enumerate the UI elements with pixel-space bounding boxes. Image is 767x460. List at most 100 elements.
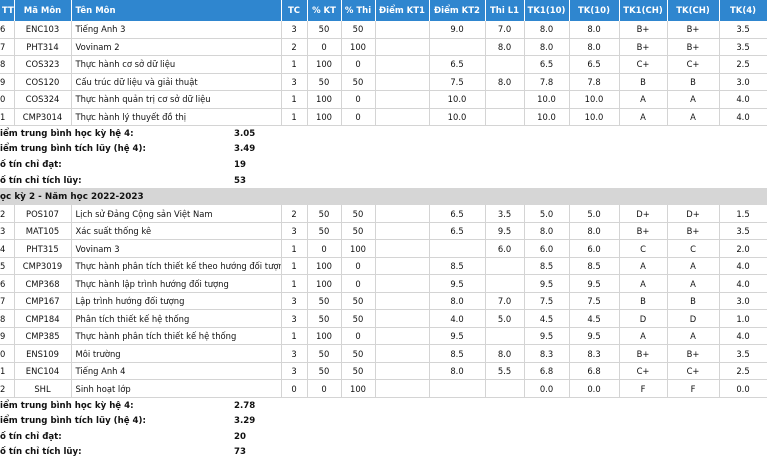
table-row[interactable]: 7 PHT314 Vovinam 2 2 0 100 8.0 8.0 8.0 B+ B+ 3.5 [0, 38, 767, 56]
col-kt2[interactable]: Điểm KT2 [429, 0, 486, 21]
cell-tc: 3 [281, 309, 308, 328]
cell-l1 [485, 257, 525, 276]
cell-thi: 0 [341, 90, 376, 109]
cell-tk10a: 5.0 [524, 205, 570, 223]
cell-tk1ch: A [619, 90, 668, 109]
cell-stt: 7 [0, 38, 15, 56]
cell-stt: 6 [0, 274, 15, 293]
table-row[interactable]: 8 CMP184 Phân tích thiết kế hệ thống 3 50 50 4… [0, 309, 767, 328]
cell-tk10b: 8.0 [569, 21, 620, 39]
col-thi[interactable]: % Thi [341, 0, 376, 21]
col-tk10a[interactable]: TK1(10) [524, 0, 570, 21]
cell-kt1 [375, 362, 430, 381]
table-row[interactable]: 2 SHL Sinh hoạt lớp 0 0 100 0.0 0.0 F F 0.0 [0, 379, 767, 398]
col-code[interactable]: Mã Môn [14, 0, 72, 21]
semester-title: ọc kỳ 2 - Năm học 2022-2023 [0, 188, 767, 206]
cell-tc: 3 [281, 222, 308, 241]
cell-tk10b: 6.0 [569, 239, 620, 258]
cell-l1: 7.0 [485, 292, 525, 311]
cell-l1: 8.0 [485, 38, 525, 56]
cell-tk1ch: C+ [619, 55, 668, 74]
cell-l1: 9.5 [485, 222, 525, 241]
col-kt1[interactable]: Điểm KT1 [375, 0, 430, 21]
summary-value: 19 [234, 159, 246, 170]
table-row[interactable]: 0 COS324 Thực hành quản trị cơ sở dữ liệu 1… [0, 90, 767, 109]
cell-tc: 3 [281, 362, 308, 381]
col-tk1ch[interactable]: TK1(CH) [619, 0, 668, 21]
table-row[interactable]: 3 MAT105 Xác suất thống kê 3 50 50 6.5 9.5 8.0 8.… [0, 222, 767, 241]
table-row[interactable]: 9 CMP385 Thực hành phân tích thiết kế hệ t… [0, 327, 767, 346]
table-row[interactable]: 5 CMP3019 Thực hành phân tích thiết kế the… [0, 257, 767, 276]
cell-tc: 2 [281, 205, 308, 223]
cell-l1 [485, 379, 525, 398]
table-row[interactable]: 1 CMP3014 Thực hành lý thuyết đồ thị 1 100 0 1… [0, 108, 767, 126]
cell-kt: 100 [307, 55, 342, 74]
cell-tk10a: 8.0 [524, 21, 570, 39]
cell-l1 [485, 327, 525, 346]
cell-kt1 [375, 257, 430, 276]
table-row[interactable]: 9 COS120 Cấu trúc dữ liệu và giải thuật 3 50… [0, 73, 767, 91]
col-stt[interactable]: TT [0, 0, 15, 21]
cell-thi: 50 [341, 362, 376, 381]
table-row[interactable]: 2 POS107 Lịch sử Đảng Cộng sản Việt Nam 2 50… [0, 205, 767, 223]
cell-tk1ch: A [619, 257, 668, 276]
col-tk10b[interactable]: TK(10) [569, 0, 620, 21]
cell-name: Lập trình hướng đối tượng [71, 292, 282, 311]
col-tkch[interactable]: TK(CH) [667, 0, 720, 21]
cell-kt2: 9.5 [429, 274, 486, 293]
col-name[interactable]: Tên Môn [71, 0, 282, 21]
col-l1[interactable]: Thi L1 [485, 0, 525, 21]
cell-kt: 100 [307, 108, 342, 126]
cell-tk10b: 4.5 [569, 309, 620, 328]
cell-code: POS107 [14, 205, 72, 223]
table-row[interactable]: 6 ENC103 Tiếng Anh 3 3 50 50 9.0 7.0 8.0 8.0 B+ B+ 3… [0, 21, 767, 39]
col-tc[interactable]: TC [281, 0, 308, 21]
summary-row: ố tín chỉ tích lũy: 53 [0, 173, 767, 189]
cell-tkch: B+ [667, 38, 720, 56]
table-row[interactable]: 8 COS323 Thực hành cơ sở dữ liệu 1 100 0 6.5 6.… [0, 55, 767, 74]
cell-tk10a: 0.0 [524, 379, 570, 398]
cell-name: Thực hành phân tích thiết kế hệ thống [71, 327, 282, 346]
cell-tkch: B [667, 292, 720, 311]
cell-kt: 100 [307, 90, 342, 109]
cell-tk4: 4.0 [719, 90, 767, 109]
cell-thi: 100 [341, 239, 376, 258]
cell-tc: 1 [281, 274, 308, 293]
cell-stt: 5 [0, 257, 15, 276]
col-tk4[interactable]: TK(4) [719, 0, 767, 21]
cell-code: CMP368 [14, 274, 72, 293]
table-row[interactable]: 1 ENC104 Tiếng Anh 4 3 50 50 8.0 5.5 6.8 6.8 C+ C+ 2… [0, 362, 767, 381]
summary-value: 73 [234, 447, 246, 458]
summary-label: ố tín chỉ đạt: [0, 431, 62, 442]
cell-kt: 100 [307, 327, 342, 346]
cell-tk4: 3.0 [719, 73, 767, 91]
cell-tk10a: 9.5 [524, 274, 570, 293]
col-kt[interactable]: % KT [307, 0, 342, 21]
cell-thi: 50 [341, 344, 376, 363]
summary-label: ố tín chỉ tích lũy: [0, 447, 82, 458]
cell-kt1 [375, 274, 430, 293]
table-row[interactable]: 0 ENS109 Môi trường 3 50 50 8.5 8.0 8.3 8.3 B+ B+ 3.… [0, 344, 767, 363]
summary-row: iểm trung bình tích lũy (hệ 4): 3.29 [0, 413, 767, 429]
table-row[interactable]: 4 PHT315 Vovinam 3 1 0 100 6.0 6.0 6.0 C C 2.0 [0, 239, 767, 258]
cell-tc: 3 [281, 73, 308, 91]
cell-kt2: 6.5 [429, 55, 486, 74]
cell-tkch: A [667, 257, 720, 276]
cell-stt: 0 [0, 344, 15, 363]
summary-value: 3.29 [234, 416, 256, 427]
table-row[interactable]: 7 CMP167 Lập trình hướng đối tượng 3 50 50 8.0… [0, 292, 767, 311]
cell-tk4: 3.5 [719, 21, 767, 39]
cell-tc: 1 [281, 55, 308, 74]
cell-tk10a: 8.0 [524, 38, 570, 56]
table-row[interactable]: 6 CMP368 Thực hành lập trình hướng đối tượ… [0, 274, 767, 293]
cell-tk4: 2.5 [719, 362, 767, 381]
summary-row: ố tín chỉ đạt: 20 [0, 429, 767, 445]
cell-l1 [485, 274, 525, 293]
cell-tk1ch: C+ [619, 362, 668, 381]
summary-label: iểm trung bình học kỳ hệ 4: [0, 400, 134, 411]
summary-row: ố tín chỉ tích lũy: 73 [0, 445, 767, 460]
cell-stt: 7 [0, 292, 15, 311]
cell-tk1ch: B+ [619, 38, 668, 56]
cell-kt2: 10.0 [429, 90, 486, 109]
cell-stt: 8 [0, 309, 15, 328]
